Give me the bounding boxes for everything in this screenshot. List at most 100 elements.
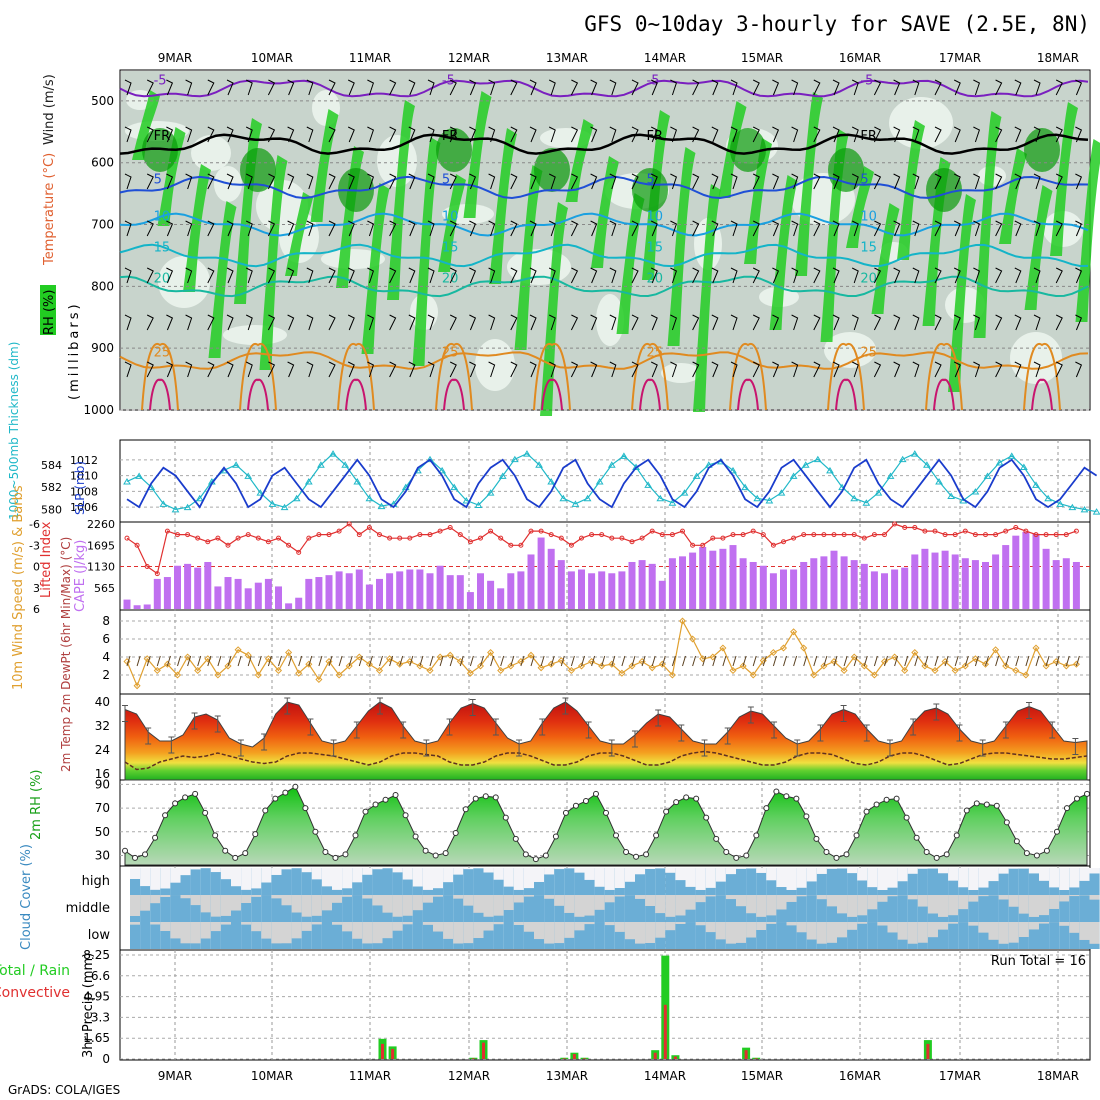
lifted-index-marker — [669, 532, 675, 538]
cloud-cell — [786, 922, 797, 949]
cloud-clear-part — [281, 922, 292, 944]
cloud-clear-part — [342, 922, 353, 932]
cloud-cell — [443, 895, 454, 922]
cloud-clear-part — [281, 895, 292, 906]
temp-contour-hot-core — [247, 378, 269, 411]
cloud-cell — [796, 922, 807, 949]
lifted-index-marker — [680, 528, 685, 534]
cloud-clear-part — [645, 895, 656, 907]
cloud-clear-part — [604, 868, 615, 890]
cloud-clear-part — [917, 868, 928, 869]
cloud-cell — [160, 895, 171, 922]
wind-barb — [389, 267, 397, 284]
cape-bar — [133, 605, 141, 609]
cloud-cell — [301, 868, 312, 895]
cloud-cell — [907, 868, 918, 895]
wind-barb — [166, 361, 174, 378]
cloud-cell — [372, 868, 383, 895]
wind-barb — [873, 126, 882, 143]
wind-barb — [548, 361, 556, 378]
rh-marker — [653, 832, 660, 839]
wind-barb — [873, 267, 882, 284]
bottom-date-label: 18MAR — [1037, 1069, 1079, 1083]
thickness-marker — [680, 489, 689, 496]
lifted-index-marker — [164, 528, 170, 534]
cloud-cell — [655, 868, 666, 895]
cloud-cell — [281, 895, 292, 922]
lifted-index-marker — [639, 535, 645, 541]
wind-10m-barb — [409, 655, 414, 667]
cloud-clear-part — [412, 868, 423, 887]
rh-marker — [793, 795, 800, 802]
wind-barb — [306, 173, 314, 190]
cloud-cell — [826, 868, 837, 895]
wind-barb — [631, 79, 639, 96]
wind-barb — [166, 314, 174, 331]
rh-marker — [733, 854, 740, 861]
wind-10m-barb — [187, 655, 192, 667]
cloud-clear-part — [786, 922, 797, 926]
cloud-cell — [1079, 895, 1090, 922]
rh-marker — [1003, 819, 1010, 826]
rh-marker — [142, 851, 149, 858]
cloud-clear-part — [231, 895, 242, 911]
cloud-clear-part — [261, 922, 272, 939]
wind-speed-marker — [911, 648, 919, 657]
wind-10m-barb — [156, 655, 161, 667]
cloud-cell — [473, 868, 484, 895]
cloud-clear-part — [271, 868, 282, 875]
rh-marker — [853, 832, 860, 839]
wind-barb — [609, 126, 617, 143]
cloud-clear-part — [705, 895, 716, 897]
cloud-clear-part — [544, 895, 555, 899]
slp-tick-label: 1012 — [70, 454, 98, 467]
lifted-index-marker — [599, 532, 605, 538]
rh-marker — [582, 797, 589, 804]
wind-barb — [548, 79, 556, 96]
cloud-cell — [130, 868, 141, 895]
top-date-label: 11MAR — [349, 51, 391, 65]
wind-10m-barb — [146, 655, 151, 667]
cloud-clear-part — [301, 922, 312, 931]
cloud-cell — [837, 868, 848, 895]
cloud-cell — [917, 895, 928, 922]
cloud-clear-part — [948, 895, 959, 916]
thickness-tick-label: 580 — [41, 503, 62, 516]
pressure-tick-label: 600 — [91, 156, 114, 170]
cloud-clear-part — [473, 922, 484, 939]
wind-10m-barb — [985, 655, 989, 667]
wind-barb — [609, 314, 617, 331]
wind-barb — [832, 126, 840, 143]
wind-barb — [791, 79, 799, 96]
cloud-clear-part — [433, 895, 444, 897]
cloud-clear-part — [443, 922, 454, 939]
wind-speed-marker — [709, 653, 717, 661]
wind-barb — [1055, 220, 1063, 237]
wind-barb — [245, 314, 253, 331]
wind-barb — [1055, 361, 1063, 378]
wind-10m-barb — [692, 655, 697, 667]
rh-marker — [773, 788, 780, 795]
cloud-clear-part — [887, 922, 898, 933]
wind-speed-marker — [274, 666, 283, 675]
wind-barb — [328, 220, 336, 237]
cloud-clear-part — [241, 922, 252, 925]
cloud-clear-part — [241, 868, 252, 890]
wind-barb — [510, 267, 518, 284]
wind-barb — [650, 126, 658, 143]
temp-contour-peak — [533, 342, 571, 411]
wind-barb — [510, 220, 518, 237]
bottom-date-label: 9MAR — [158, 1069, 193, 1083]
rh2m-axis-label: 2m RH (%) — [29, 769, 44, 840]
wind-barb — [711, 220, 719, 237]
cloud-clear-part — [321, 868, 332, 887]
cloud-clear-part — [635, 868, 646, 875]
rh-marker — [933, 854, 940, 861]
wind-barb — [1033, 79, 1041, 96]
rh-very-moist-region — [240, 148, 276, 192]
wind-barb — [791, 361, 799, 378]
cloud-clear-part — [170, 922, 181, 939]
cloud-clear-part — [231, 868, 242, 887]
cloud-clear-part — [220, 895, 231, 916]
cloud-clear-part — [453, 922, 464, 944]
